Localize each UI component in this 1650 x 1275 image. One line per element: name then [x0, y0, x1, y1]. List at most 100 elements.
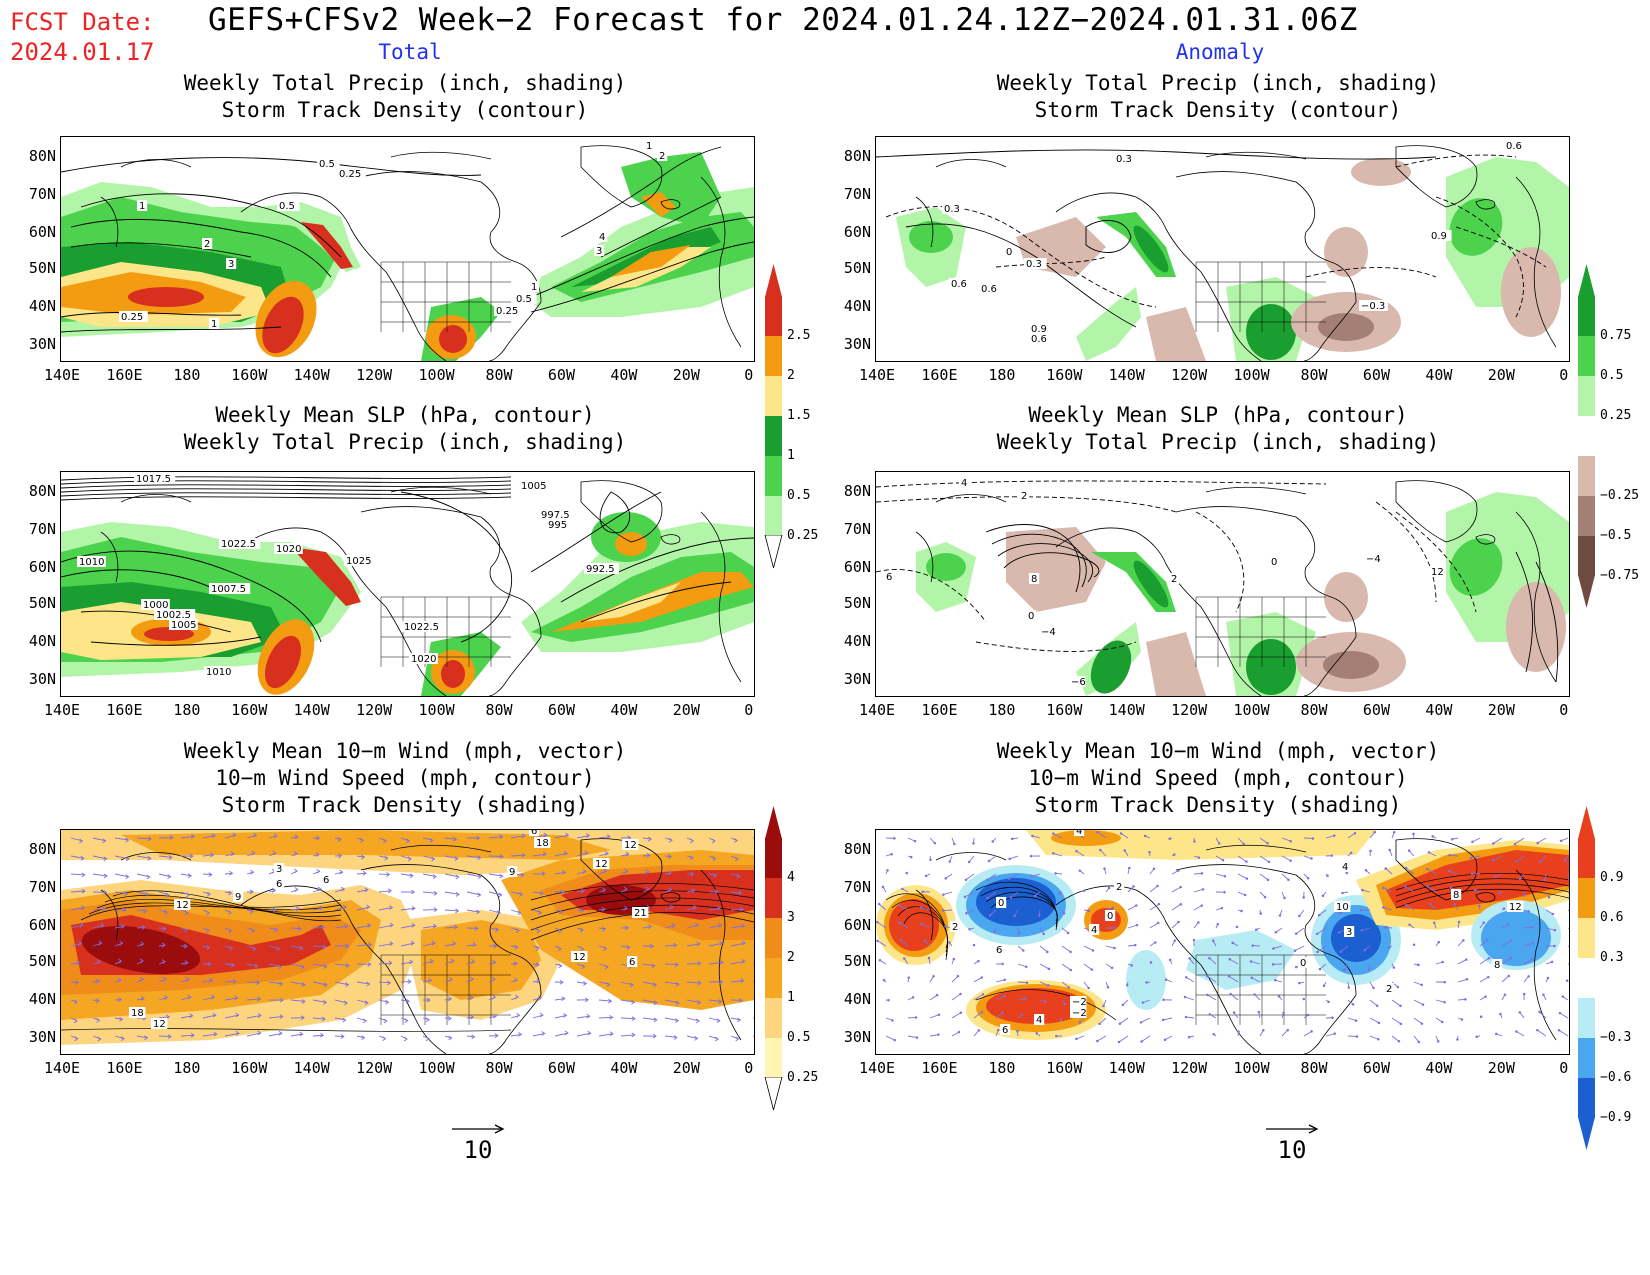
contour-line [1515, 551, 1534, 673]
contour-value-label: 0.6 [951, 279, 967, 290]
storm-total-colorbar-tick-label: 3 [787, 910, 795, 925]
contour-line [885, 206, 1157, 308]
precip-total-colorbar-swatch [765, 376, 782, 416]
coastline [1303, 994, 1357, 1054]
contour-line [61, 484, 512, 489]
wind-speed-contour [903, 912, 948, 949]
shaded-region [144, 627, 194, 641]
contour-value-label: 1022.5 [404, 622, 439, 633]
wind-speed-contour [1395, 883, 1569, 903]
coastline [700, 176, 742, 348]
coastline [1205, 844, 1307, 853]
coastline [360, 171, 542, 303]
lat-tick-label: 50N [28, 952, 56, 971]
shaded-region [1506, 582, 1566, 672]
storm-anomaly-colorbar-tick-label: −0.9 [1600, 1110, 1632, 1125]
lat-tick-label: 40N [28, 990, 56, 1009]
contour-value-label: 0.5 [319, 159, 335, 170]
coastline [488, 301, 542, 361]
contour-value-label: 4 [599, 232, 605, 243]
lon-tick-label: 0 [1559, 701, 1569, 719]
lat-tick-label: 70N [28, 520, 56, 539]
shaded-region [81, 925, 201, 975]
contour-value-label: 2 [659, 151, 665, 162]
wind-speed-contour [530, 897, 754, 921]
contour-value-label: 4 [1342, 862, 1348, 873]
shaded-region [1449, 198, 1503, 256]
shaded-region [1318, 313, 1374, 341]
storm-anomaly-colorbar-swatch [1578, 958, 1595, 998]
contour-value-label: 6 [531, 830, 537, 837]
contour-line [995, 256, 1107, 268]
lon-tick-label: 180 [988, 366, 1016, 384]
lat-tick-label: 30N [843, 335, 871, 354]
contour-value-label: 2 [952, 922, 958, 933]
panel-1-title-line2: Storm Track Density (contour) [221, 98, 589, 122]
contour-value-label: 21 [634, 908, 647, 919]
contour-value-label: 995 [548, 520, 567, 531]
lat-tick-label: 50N [843, 952, 871, 971]
lon-tick-label: 20W [672, 701, 700, 719]
coastline [1055, 192, 1262, 361]
contour-value-label: 9 [235, 892, 241, 903]
precip-anomaly-colorbar-swatch [1578, 456, 1595, 496]
storm-total-colorbar-tick-label: 2 [787, 950, 795, 965]
lon-tick-label: 160E [921, 1059, 958, 1077]
lat-tick-label: 80N [843, 147, 871, 166]
contour-value-label: 6 [323, 875, 329, 886]
lon-tick-label: 20W [1487, 366, 1515, 384]
shaded-region [1481, 910, 1551, 966]
panel-6-title-line2: 10−m Wind Speed (mph, contour) [1028, 766, 1408, 790]
storm-total-colorbar-tick-label: 0.5 [787, 1030, 811, 1045]
lon-tick-label: 80W [485, 701, 513, 719]
lat-tick-label: 30N [28, 1028, 56, 1047]
lat-tick-label: 70N [843, 878, 871, 897]
contour-value-label: 1010 [206, 667, 231, 678]
contour-line [600, 196, 722, 258]
storm-anomaly-colorbar-swatch [1578, 838, 1595, 878]
precip-total-colorbar-top-arrow-icon [765, 264, 782, 297]
reference-vector-label-right: 10 [1277, 1136, 1307, 1164]
state-borders [380, 954, 511, 1025]
precip-anomaly-colorbar-tick-label: −0.25 [1600, 488, 1640, 503]
storm-anomaly-colorbar-swatch [1578, 1078, 1595, 1118]
page-title: GEFS+CFSv2 Week−2 Forecast for 2024.01.2… [208, 2, 1358, 38]
contour-line [70, 242, 252, 258]
precip-total-colorbar-tick-label: 2.5 [787, 328, 811, 343]
contour-line [61, 312, 242, 318]
lon-tick-label: 0 [744, 1059, 754, 1077]
panel-6-title-line3: Storm Track Density (shading) [1034, 793, 1402, 817]
coastline [700, 511, 742, 683]
contour-line [1535, 561, 1559, 683]
lat-tick-label: 70N [28, 878, 56, 897]
precip-anomaly-colorbar-tick-label: 0.25 [1600, 408, 1632, 423]
precip-total-colorbar-swatch [765, 296, 782, 336]
lon-tick-label: 20W [1487, 701, 1515, 719]
contour-value-label: 1 [139, 201, 145, 212]
contour-line [61, 480, 512, 485]
contour-value-label: 997.5 [541, 510, 570, 521]
shaded-region [439, 325, 467, 353]
lon-tick-label: 140E [43, 1059, 81, 1077]
lon-tick-label: 140W [293, 701, 330, 719]
contour-value-label: 2 [1021, 491, 1027, 502]
contour-value-label: 0.9 [1031, 324, 1047, 335]
coastline [100, 531, 119, 583]
lon-tick-label: 20W [672, 1059, 700, 1077]
contour-line [530, 491, 662, 573]
contour-value-label: 0 [1300, 958, 1306, 969]
reference-vector-label-left: 10 [463, 1136, 493, 1164]
lon-tick-label: 40W [1425, 701, 1453, 719]
lon-tick-label: 120W [356, 701, 393, 719]
precip-total-colorbar-swatch [765, 416, 782, 456]
lat-tick-label: 50N [843, 259, 871, 278]
lon-tick-label: 140W [1108, 366, 1145, 384]
lon-tick-label: 80W [485, 1059, 513, 1077]
lat-tick-label: 80N [843, 840, 871, 859]
lon-tick-label: 0 [1559, 366, 1569, 384]
lat-tick-label: 60N [843, 223, 871, 242]
storm-anomaly-colorbar-tick-label: 0.6 [1600, 910, 1624, 925]
shaded-region [1133, 225, 1169, 273]
contour-value-label: 0.9 [1431, 231, 1447, 242]
contour-value-label: 0 [998, 898, 1004, 909]
